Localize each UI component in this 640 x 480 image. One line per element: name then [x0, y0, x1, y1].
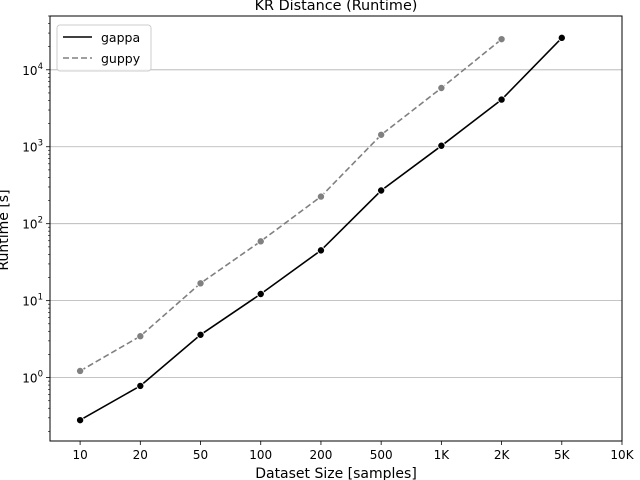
x-tick-label: 10	[72, 448, 87, 462]
data-point-guppy	[437, 83, 446, 92]
data-point-gappa	[377, 186, 386, 195]
data-point-guppy	[316, 192, 325, 201]
data-point-gappa	[136, 381, 145, 390]
data-point-gappa	[557, 33, 566, 42]
y-tick-label: 103	[22, 139, 43, 155]
x-tick-label: 500	[370, 448, 393, 462]
grid-lines	[50, 69, 622, 378]
legend-label-gappa: gappa	[101, 30, 140, 45]
data-point-guppy	[497, 35, 506, 44]
x-axis: 10 20 50 100 200 500 1K 2K 5K 10K	[72, 441, 635, 462]
y-tick-label: 100	[22, 370, 43, 386]
y-tick-label: 104	[22, 62, 43, 78]
x-tick-label: 10K	[610, 448, 634, 462]
x-tick-label: 200	[309, 448, 332, 462]
y-axis-label: Runtime [s]	[0, 189, 12, 270]
x-tick-label: 100	[249, 448, 272, 462]
data-point-guppy	[76, 366, 85, 375]
x-tick-label: 1K	[434, 448, 451, 462]
series-layer	[76, 33, 566, 425]
series-line-guppy	[79, 38, 503, 372]
x-tick-label: 50	[193, 448, 208, 462]
x-tick-label: 20	[133, 448, 148, 462]
y-tick-label: 101	[22, 293, 43, 309]
data-point-gappa	[196, 330, 205, 339]
legend: gappa guppy	[56, 24, 152, 72]
y-axis: 100 101 102 103 104	[22, 15, 50, 432]
series-line-gappa	[79, 37, 563, 421]
data-point-gappa	[437, 141, 446, 150]
data-point-guppy	[196, 279, 205, 288]
y-tick-label: 102	[22, 216, 43, 232]
data-point-gappa	[76, 416, 85, 425]
x-axis-label: Dataset Size [samples]	[255, 466, 417, 480]
data-point-guppy	[136, 332, 145, 341]
x-tick-label: 2K	[494, 448, 511, 462]
x-tick-label: 5K	[554, 448, 571, 462]
data-point-gappa	[316, 246, 325, 255]
chart-title: KR Distance (Runtime)	[255, 0, 418, 14]
data-point-gappa	[256, 289, 265, 298]
data-point-guppy	[256, 237, 265, 246]
plot-frame	[49, 15, 623, 442]
data-point-guppy	[377, 130, 386, 139]
legend-label-guppy: guppy	[101, 51, 141, 66]
data-point-gappa	[497, 95, 506, 104]
